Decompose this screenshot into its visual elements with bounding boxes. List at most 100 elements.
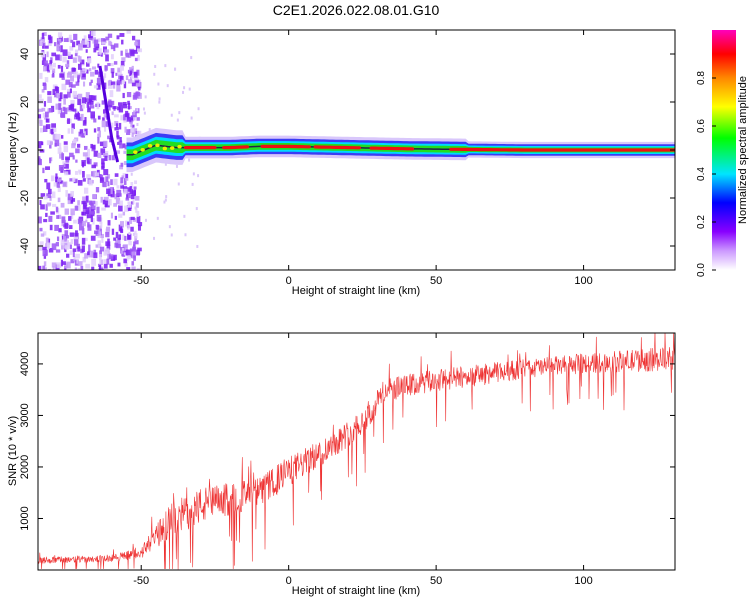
noise-speck	[97, 63, 100, 68]
noise-speck	[103, 259, 107, 264]
ridge-blob	[177, 144, 182, 149]
noise-speck	[106, 244, 111, 250]
noise-speck	[64, 163, 69, 169]
noise-speck	[93, 249, 97, 255]
noise-speck	[43, 101, 47, 107]
noise-speck	[91, 66, 97, 70]
noise-speck	[131, 266, 136, 270]
noise-speck	[133, 255, 136, 261]
noise-speck	[114, 242, 119, 248]
noise-speck	[114, 114, 119, 118]
noise-speck	[88, 36, 93, 41]
noise-speck	[82, 178, 86, 182]
noise-speck	[74, 178, 78, 183]
noise-speck	[84, 128, 88, 136]
noise-speck	[107, 220, 111, 226]
noise-speck	[81, 160, 86, 167]
noise-speck	[74, 170, 78, 175]
noise-speck	[47, 96, 52, 103]
noise-speck	[99, 250, 103, 258]
noise-speck	[137, 225, 142, 231]
noise-speck	[49, 157, 52, 164]
noise-speck	[67, 193, 73, 201]
noise-speck	[119, 144, 124, 149]
noise-speck	[72, 108, 77, 112]
snr-frame	[37, 332, 676, 571]
noise-speck	[63, 94, 68, 99]
noise-speck	[63, 141, 68, 145]
noise-speck	[84, 253, 89, 259]
noise-speck	[83, 187, 89, 194]
noise-speck	[114, 127, 119, 131]
noise-speck	[90, 235, 96, 241]
noise-speck	[130, 172, 133, 176]
noise-speck	[131, 261, 135, 266]
noise-speck	[120, 65, 124, 71]
noise-speck	[156, 216, 159, 220]
noise-speck	[38, 114, 42, 119]
ridge-blob	[133, 150, 138, 154]
noise-speck	[60, 135, 64, 139]
noise-speck	[130, 226, 134, 232]
noise-speck	[51, 74, 55, 78]
noise-speck	[123, 114, 126, 121]
noise-speck	[130, 122, 133, 128]
noise-speck	[94, 69, 99, 75]
noise-speck	[79, 105, 84, 112]
snr-y-tick-label: 1000	[19, 506, 31, 530]
noise-speck	[113, 61, 118, 65]
noise-speck	[99, 265, 102, 270]
colorbar-tick-label: 0.0	[696, 263, 707, 277]
noise-speck	[42, 54, 47, 61]
noise-speck	[89, 105, 95, 109]
noise-speck	[86, 102, 90, 108]
noise-speck	[191, 182, 194, 186]
noise-speck	[60, 259, 64, 267]
noise-speck	[82, 196, 87, 201]
ridge-peak-segment	[449, 147, 675, 152]
noise-speck	[144, 95, 147, 99]
noise-speck	[116, 79, 122, 83]
noise-speck	[38, 141, 43, 146]
noise-speck	[70, 103, 75, 110]
noise-speck	[85, 263, 90, 269]
noise-speck	[114, 43, 119, 48]
noise-speck	[70, 212, 74, 219]
noise-speck	[101, 162, 105, 169]
noise-speck	[58, 103, 62, 110]
noise-speck	[92, 95, 96, 100]
ridge-blob	[162, 146, 168, 151]
noise-speck	[50, 175, 55, 182]
noise-speck	[70, 75, 74, 82]
noise-speck	[65, 157, 70, 163]
noise-speck	[69, 152, 74, 158]
noise-speck	[81, 227, 85, 235]
noise-speck	[62, 49, 68, 56]
noise-speck	[68, 71, 73, 75]
noise-speck	[136, 123, 139, 127]
noise-speck	[134, 71, 138, 78]
noise-speck	[130, 50, 135, 57]
noise-speck	[86, 58, 92, 64]
noise-speck	[131, 201, 134, 205]
noise-speck	[118, 224, 122, 232]
noise-speck	[85, 92, 90, 99]
noise-speck	[91, 258, 97, 266]
noise-speck	[43, 196, 48, 200]
noise-speck	[120, 221, 124, 228]
noise-speck	[126, 92, 132, 98]
noise-speck	[110, 179, 113, 185]
noise-speck	[108, 187, 113, 195]
noise-speck	[55, 133, 61, 140]
noise-speck	[154, 64, 157, 68]
noise-speck	[129, 120, 133, 124]
noise-speck	[107, 85, 113, 89]
noise-speck	[46, 202, 52, 206]
noise-speck	[57, 38, 62, 44]
noise-speck	[57, 214, 62, 219]
noise-speck	[129, 76, 133, 81]
noise-speck	[39, 149, 45, 153]
noise-speck	[81, 220, 86, 227]
noise-speck	[99, 259, 104, 265]
noise-speck	[91, 266, 95, 270]
